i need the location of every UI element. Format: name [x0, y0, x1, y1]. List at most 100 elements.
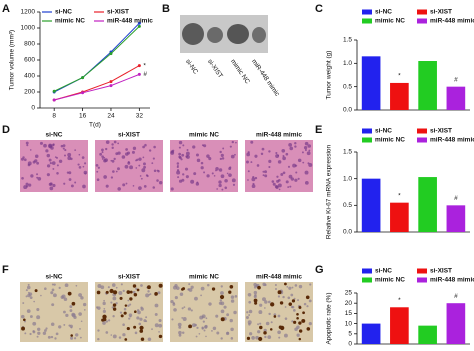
cell: [218, 301, 222, 305]
cell: [103, 299, 105, 302]
cell: [143, 165, 146, 169]
cell: [83, 309, 86, 311]
cell: [123, 307, 127, 311]
cell: [65, 313, 69, 317]
cell: [64, 149, 67, 152]
cell: [22, 302, 25, 305]
sample-label: si-XIST: [118, 132, 140, 139]
cell: [140, 284, 143, 287]
cell: [288, 174, 293, 179]
cell: [229, 145, 232, 148]
cell: [297, 299, 300, 302]
cell: [215, 314, 219, 318]
cell: [105, 147, 108, 151]
cell: [115, 302, 118, 305]
cell: [29, 149, 32, 151]
cell: [247, 292, 252, 297]
cell: [186, 149, 189, 151]
cell: [198, 332, 201, 335]
cell: [175, 286, 180, 290]
y-tick-label: 0: [348, 341, 352, 348]
cell: [208, 302, 212, 306]
cell: [296, 325, 300, 329]
stained-cell: [291, 299, 296, 303]
cell: [127, 304, 130, 307]
cell: [178, 325, 182, 329]
cell: [204, 325, 208, 329]
cell: [262, 297, 266, 302]
cell: [304, 170, 309, 175]
bar: [446, 205, 466, 232]
cell: [63, 154, 67, 157]
bar: [418, 177, 437, 232]
stained-cell: [112, 303, 117, 307]
cell: [294, 178, 298, 182]
bar: [418, 61, 437, 110]
legend-swatch: [417, 18, 427, 24]
stained-cell: [133, 325, 137, 329]
cell: [250, 140, 254, 144]
cell: [200, 286, 205, 291]
cell: [220, 309, 225, 314]
cell: [177, 176, 180, 179]
cell: [112, 296, 117, 301]
cell: [201, 326, 204, 329]
cell: [42, 331, 47, 335]
cell: [54, 156, 57, 158]
y-tick-label: 1200: [21, 9, 36, 16]
cell: [21, 176, 24, 180]
cell: [69, 305, 73, 309]
cell: [178, 146, 181, 149]
cell: [270, 321, 273, 324]
cell: [182, 173, 185, 176]
cell: [275, 151, 278, 155]
stained-cell: [258, 336, 263, 342]
bar: [446, 86, 466, 110]
legend-label: mimic NC: [375, 18, 405, 25]
cell: [285, 180, 289, 184]
cell: [142, 162, 146, 166]
cell: [304, 149, 307, 152]
cell: [264, 307, 266, 309]
cell: [267, 335, 272, 339]
annotation: #: [143, 71, 147, 78]
cell: [156, 179, 159, 182]
y-tick-label: 1000: [21, 25, 36, 32]
cell: [196, 158, 201, 163]
cell: [50, 335, 54, 339]
stained-cell: [298, 321, 302, 325]
cell: [251, 336, 255, 340]
y-axis-label: Relative Ki-67 mRNA expression: [326, 144, 333, 239]
cell: [206, 283, 210, 287]
cell: [292, 163, 297, 168]
cell: [138, 186, 142, 190]
stained-cell: [147, 285, 151, 290]
cell: [48, 143, 53, 148]
cell: [257, 330, 261, 334]
cell: [219, 299, 223, 302]
cell: [96, 170, 99, 173]
cell: [138, 157, 142, 161]
cell: [234, 153, 236, 156]
cell: [58, 325, 62, 329]
cell: [178, 155, 181, 159]
stained-cell: [113, 290, 118, 295]
stained-cell: [188, 324, 193, 329]
cell: [120, 283, 123, 286]
cell: [139, 175, 142, 177]
cell: [37, 331, 41, 335]
cell: [258, 310, 263, 315]
cell: [264, 335, 267, 339]
point: [137, 72, 141, 76]
cell: [103, 156, 106, 159]
stained-cell: [288, 302, 293, 306]
y-axis-label: Tumor volume (mm³): [9, 30, 16, 90]
cell: [102, 309, 106, 314]
stained-cell: [219, 294, 225, 300]
cell: [192, 145, 196, 149]
annotation: *: [398, 73, 401, 80]
cell: [187, 307, 192, 311]
cell: [143, 185, 147, 188]
cell: [206, 174, 210, 178]
cell: [288, 286, 292, 290]
